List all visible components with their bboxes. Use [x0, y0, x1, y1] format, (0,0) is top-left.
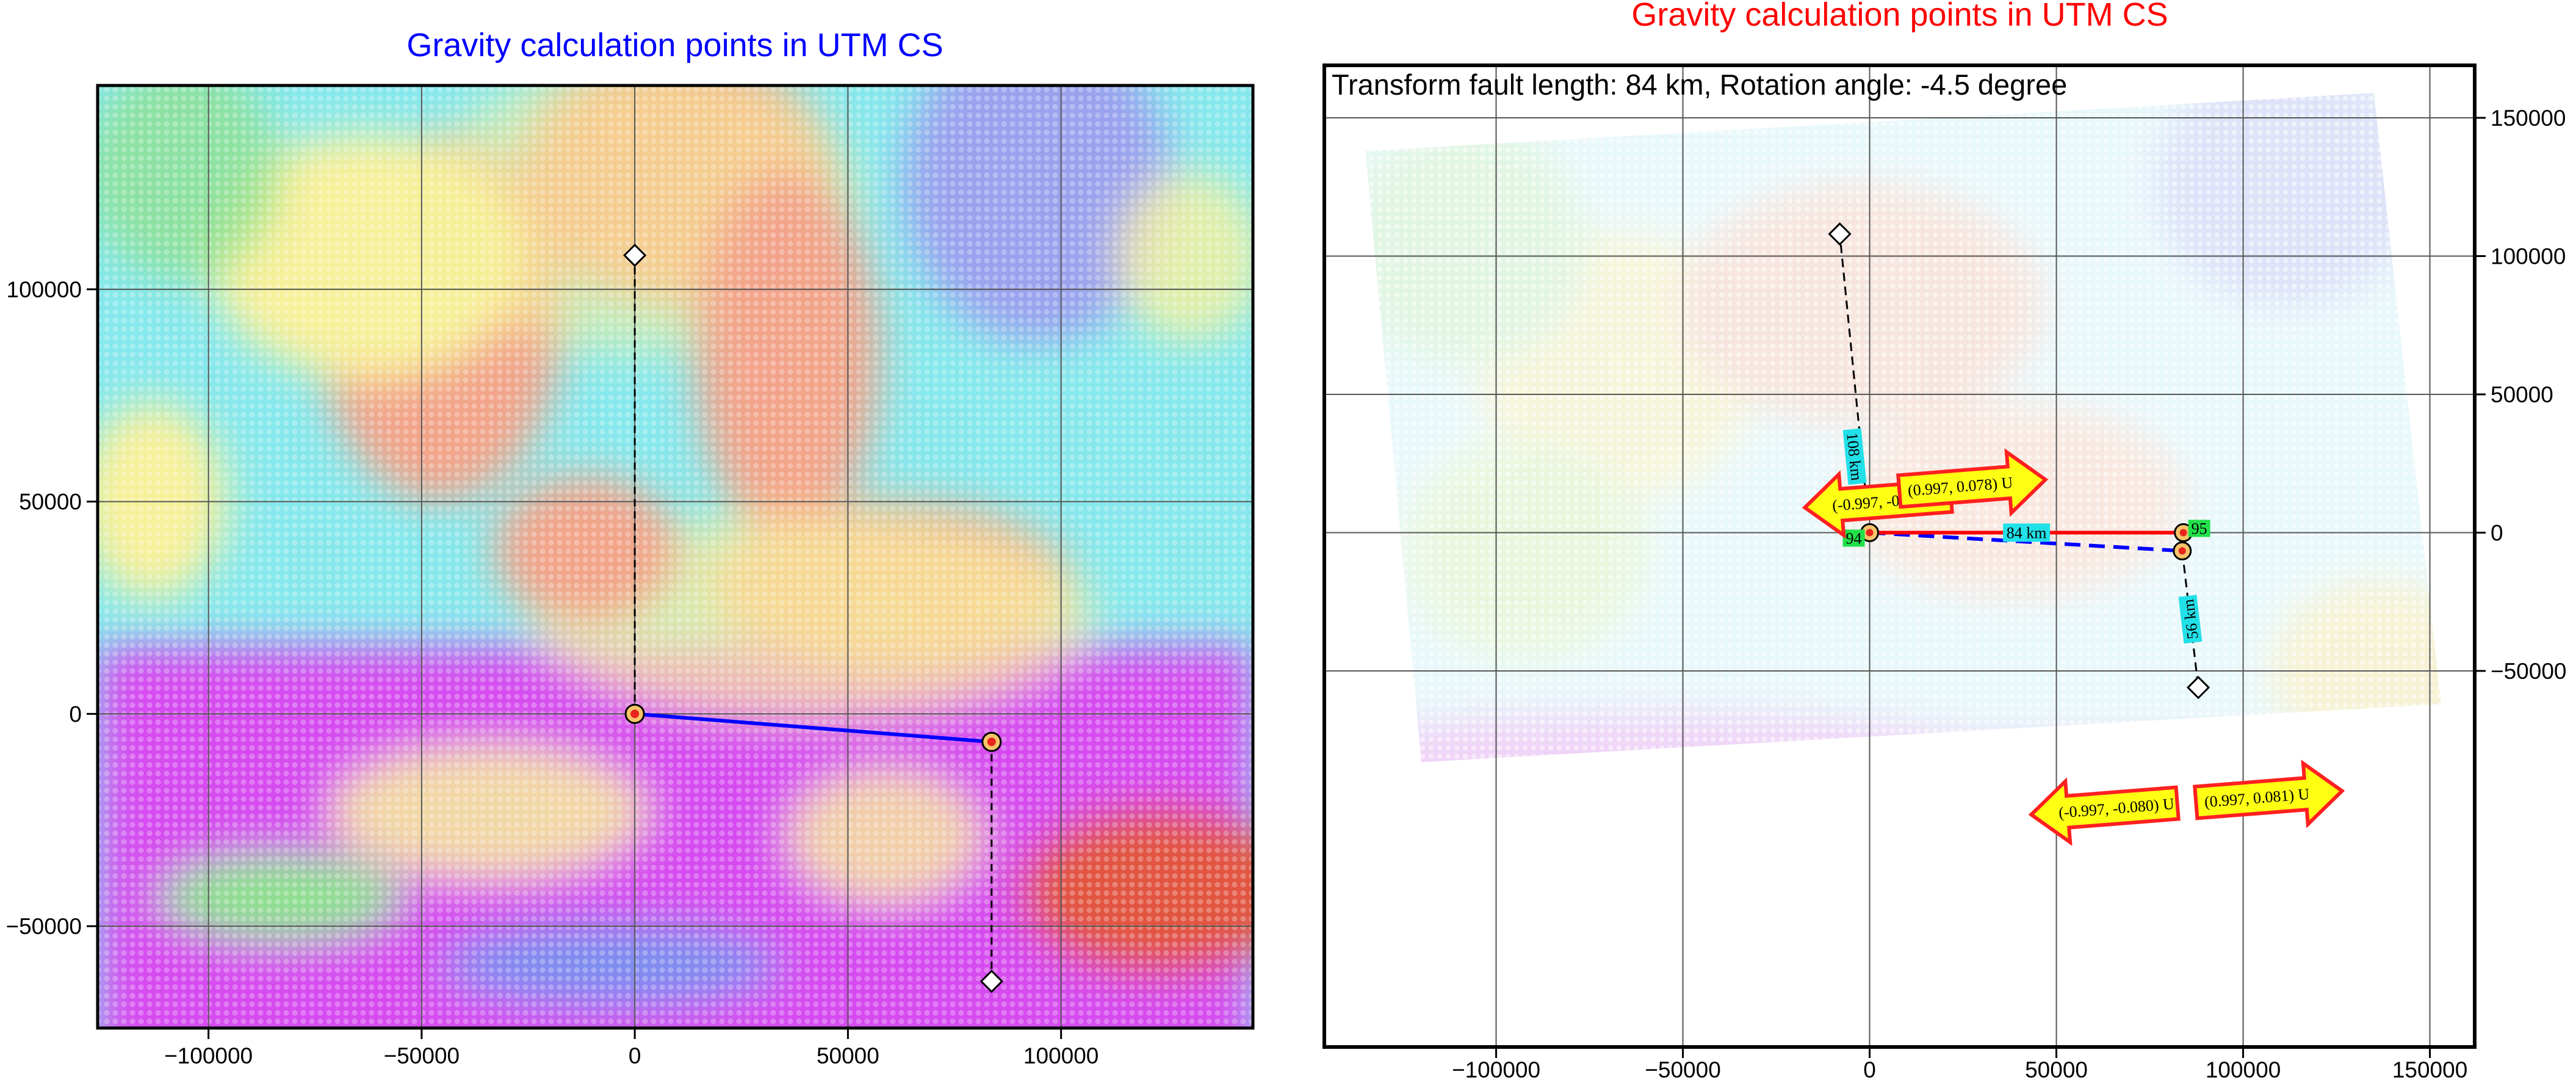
x-tick-label: 100000 — [1023, 1043, 1099, 1068]
fault-end-core — [2179, 529, 2187, 537]
direction-arrow-shape — [2028, 777, 2181, 846]
right-axis-ticks: −100000 −50000 0 50000 100000 150000 −50000 0 50… — [1452, 106, 2567, 1082]
left-grid — [98, 85, 1253, 1028]
left-gravity-points — [98, 85, 1253, 1028]
y-tick-label: 100000 — [2491, 244, 2566, 269]
x-tick-label: −50000 — [384, 1043, 460, 1068]
direction-arrow-shape — [2193, 759, 2345, 828]
direction-arrow-shape — [1896, 448, 2049, 517]
fault-end-core — [1866, 529, 1874, 537]
line-label-box — [2178, 595, 2203, 644]
y-tick-label: 0 — [69, 701, 82, 726]
x-tick-label: 50000 — [817, 1043, 879, 1068]
left-chart-title: Gravity calculation points in UTM CS — [406, 27, 943, 63]
y-tick-label: 150000 — [2491, 106, 2566, 131]
left-chart-marks — [623, 244, 1003, 993]
right-chart-subtitle: Transform fault length: 84 km, Rotation … — [1332, 68, 2067, 101]
profile-line — [2181, 551, 2199, 688]
x-tick-label: 150000 — [2392, 1057, 2467, 1082]
left-axis-ticks: −100000 −50000 0 50000 100000 −50000 0 50000 100… — [6, 277, 1099, 1068]
fault-end-label: 95 — [2192, 520, 2207, 537]
y-tick-label: −50000 — [6, 914, 82, 939]
y-tick-label: 0 — [2491, 520, 2503, 545]
line-label-text: 84 km — [2007, 524, 2047, 542]
direction-arrow: (0.997, 0.078) U — [1896, 448, 2049, 517]
fault-end-core — [2178, 547, 2186, 555]
fault-end-label: 94 — [1846, 529, 1862, 547]
right-plot-frame — [1322, 63, 2477, 1049]
x-tick-label: 0 — [629, 1043, 641, 1068]
x-tick-label: −50000 — [1645, 1057, 1721, 1082]
right-chart-panel: Gravity calculation points in UTM CS Tra… — [1322, 0, 2567, 1082]
line-label-box — [1842, 428, 1867, 485]
y-tick-label: −50000 — [2491, 659, 2567, 684]
x-tick-label: 50000 — [2025, 1057, 2088, 1082]
diamond-marker — [1828, 222, 1852, 246]
direction-arrow: (-0.997, -0.080) U — [2028, 777, 2181, 846]
x-tick-label: 0 — [1863, 1057, 1876, 1082]
right-chart-title: Gravity calculation points in UTM CS — [1631, 0, 2168, 33]
rotated-point-grid — [1365, 93, 2441, 762]
x-tick-label: −100000 — [164, 1043, 253, 1068]
fault-end-core — [987, 737, 996, 747]
line-label-box — [2003, 523, 2051, 542]
fault-end-label-box — [2188, 520, 2210, 537]
diamond-marker — [2186, 676, 2210, 700]
fault-end-label-box — [1842, 529, 1865, 547]
y-tick-label: 50000 — [19, 490, 82, 515]
left-plot-frame — [96, 84, 1255, 1030]
left-chart-panel: Gravity calculation points in UTM CS — [6, 27, 1255, 1068]
line-label: 84 km — [2003, 523, 2051, 542]
y-tick-label: 100000 — [7, 277, 82, 302]
diamond-marker — [980, 969, 1003, 993]
fault-end-core — [630, 709, 640, 719]
fault-trace-line — [634, 712, 992, 744]
right-gravity-points — [1324, 65, 2475, 1047]
x-tick-label: 100000 — [2206, 1057, 2281, 1082]
direction-arrow: (0.997, 0.081) U — [2193, 759, 2345, 828]
y-tick-label: 50000 — [2491, 382, 2553, 407]
diamond-marker — [623, 244, 647, 267]
x-tick-label: −100000 — [1452, 1057, 1540, 1082]
